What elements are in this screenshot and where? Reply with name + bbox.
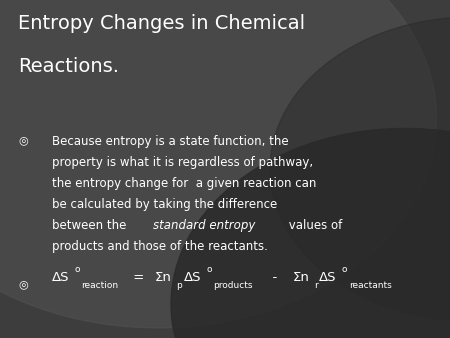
Text: p: p — [176, 281, 182, 290]
Text: Because entropy is a state function, the: Because entropy is a state function, the — [52, 135, 292, 148]
Text: Entropy Changes in Chemical: Entropy Changes in Chemical — [18, 14, 305, 32]
Text: ΔS: ΔS — [52, 271, 69, 284]
Text: Σn: Σn — [292, 271, 309, 284]
Text: ΔS: ΔS — [184, 271, 201, 284]
Text: between the: between the — [52, 219, 130, 232]
Text: ◎: ◎ — [18, 280, 28, 290]
Text: r: r — [314, 281, 318, 290]
Text: products and those of the reactants.: products and those of the reactants. — [52, 240, 268, 253]
Text: property is what it is regardless of pathway,: property is what it is regardless of pat… — [52, 156, 313, 169]
Text: reactants: reactants — [349, 281, 392, 290]
Text: Reactions.: Reactions. — [18, 57, 119, 76]
Text: be calculated by taking the difference: be calculated by taking the difference — [52, 198, 277, 211]
Text: o: o — [206, 265, 212, 274]
Text: ◎: ◎ — [18, 135, 28, 145]
Text: o: o — [342, 265, 347, 274]
Circle shape — [270, 17, 450, 321]
Text: =: = — [129, 271, 149, 284]
Text: standard entropy: standard entropy — [153, 219, 255, 232]
Circle shape — [0, 0, 436, 328]
Text: the entropy change for  a given reaction can: the entropy change for a given reaction … — [52, 177, 316, 190]
Text: -: - — [264, 271, 286, 284]
Text: ΔS: ΔS — [319, 271, 337, 284]
Text: o: o — [74, 265, 80, 274]
Text: values of: values of — [285, 219, 342, 232]
Circle shape — [171, 128, 450, 338]
Text: products: products — [213, 281, 253, 290]
Text: reaction: reaction — [81, 281, 118, 290]
Text: Σn: Σn — [154, 271, 171, 284]
